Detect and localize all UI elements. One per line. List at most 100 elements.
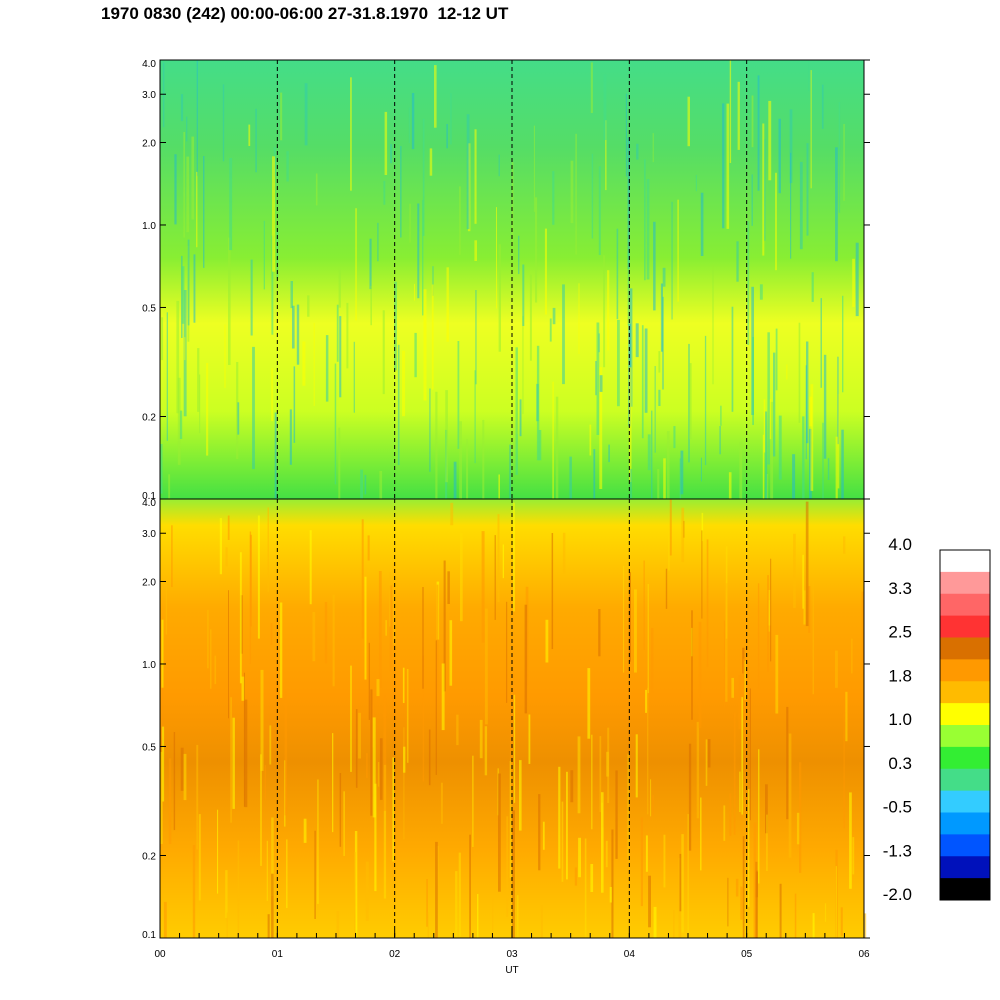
heatmap-streak: [382, 310, 385, 395]
heatmap-streak: [280, 92, 283, 141]
heatmap-streak: [589, 424, 592, 456]
heatmap-streak: [336, 304, 339, 362]
y-tick-label: 3.0: [142, 90, 156, 101]
colorbar-segment: [940, 550, 990, 573]
heatmap-streak: [317, 779, 319, 904]
heatmap-streak: [304, 83, 308, 146]
heatmap-streak: [849, 792, 852, 889]
heatmap-streak: [536, 345, 540, 461]
heatmap-streak: [762, 123, 765, 256]
heatmap-streak: [652, 794, 654, 816]
heatmap-streak: [443, 560, 446, 692]
heatmap-streak: [435, 640, 437, 775]
heatmap-streak: [196, 744, 199, 850]
heatmap-streak: [648, 875, 651, 928]
heatmap-streak: [786, 706, 789, 820]
heatmap-streak: [271, 235, 274, 335]
heatmap-streak: [453, 461, 457, 499]
heatmap-streak: [239, 552, 242, 684]
heatmap-streak: [290, 281, 293, 309]
heatmap-streak: [383, 764, 387, 899]
heatmap-streak: [414, 283, 415, 301]
heatmap-streak: [645, 835, 648, 872]
heatmap-streak: [852, 837, 855, 875]
heatmap-streak: [570, 160, 574, 224]
heatmap-streak: [458, 852, 461, 937]
heatmap-streak: [364, 576, 367, 680]
heatmap-streak: [751, 95, 754, 148]
heatmap-streak: [338, 427, 341, 499]
heatmap-streak: [267, 507, 269, 592]
heatmap-streak: [237, 840, 240, 938]
heatmap-streak: [842, 295, 844, 393]
heatmap-streak: [384, 111, 388, 175]
heatmap-streak: [176, 300, 180, 414]
heatmap-streak: [688, 743, 692, 851]
heatmap-streak: [578, 837, 581, 878]
heatmap-streak: [657, 469, 660, 499]
heatmap-streak: [607, 270, 610, 351]
heatmap-streak: [492, 898, 494, 938]
y-tick-label: 0.1: [142, 491, 156, 502]
heatmap-streak: [397, 344, 400, 466]
heatmap-streak: [789, 109, 793, 184]
heatmap-streak: [544, 228, 547, 315]
heatmap-streak: [603, 74, 607, 140]
heatmap-streak: [255, 108, 257, 173]
heatmap-streak: [574, 867, 578, 886]
heatmap-streak: [837, 356, 839, 445]
colorbar-label: 4.0: [888, 535, 912, 554]
y-tick-label: 0.2: [142, 852, 156, 863]
heatmap-streak: [748, 789, 750, 907]
heatmap-streak: [803, 590, 806, 625]
colorbar-frame: [939, 549, 991, 901]
heatmap-streak: [250, 259, 253, 336]
heatmap-streak: [630, 468, 632, 499]
heatmap-streak: [835, 147, 838, 262]
heatmap-streak: [457, 341, 460, 449]
heatmap-streak: [183, 132, 185, 238]
heatmap-streak: [647, 434, 651, 471]
heatmap-streak: [225, 870, 228, 918]
heatmap-streak: [584, 838, 587, 938]
heatmap-streak: [369, 238, 372, 290]
heatmap-streak: [733, 712, 736, 835]
heatmap-streak: [841, 429, 844, 499]
heatmap-streak: [429, 388, 431, 472]
heatmap-streak: [406, 669, 409, 763]
heatmap-streak: [354, 852, 356, 938]
y-tick-label: 4.0: [142, 59, 156, 70]
heatmap-streak: [687, 96, 690, 147]
heatmap-streak: [605, 120, 607, 191]
heatmap-streak: [599, 375, 603, 392]
heatmap-streak: [339, 773, 342, 847]
heatmap-streak: [422, 655, 425, 782]
heatmap-streak: [197, 348, 200, 412]
heatmap-streak: [758, 749, 760, 884]
heatmap-streak: [747, 221, 750, 345]
heatmap-streak: [168, 758, 172, 845]
heatmap-streak: [689, 363, 692, 440]
heatmap-streak: [296, 304, 300, 365]
heatmap-streak: [165, 575, 168, 635]
heatmap-streak: [411, 93, 415, 150]
heatmap-streak: [522, 316, 524, 415]
x-tick-label: 00: [154, 949, 166, 960]
heatmap-streak: [161, 726, 165, 802]
heatmap-streak: [552, 171, 555, 225]
heatmap-streak: [284, 691, 288, 816]
heatmap-streak: [663, 834, 666, 888]
heatmap-streak: [350, 77, 352, 191]
heatmap-streak: [810, 384, 814, 491]
heatmap-streak: [414, 332, 417, 378]
heatmap-streak: [552, 307, 556, 325]
heatmap-streak: [666, 431, 670, 499]
heatmap-streak: [731, 306, 734, 412]
colorbar-segment: [940, 659, 990, 682]
heatmap-streak: [260, 669, 264, 771]
heatmap-streak: [364, 474, 367, 495]
heatmap-streak: [608, 444, 610, 463]
heatmap-streak: [653, 221, 656, 311]
heatmap-streak: [361, 519, 364, 639]
heatmap-streak: [609, 887, 612, 903]
